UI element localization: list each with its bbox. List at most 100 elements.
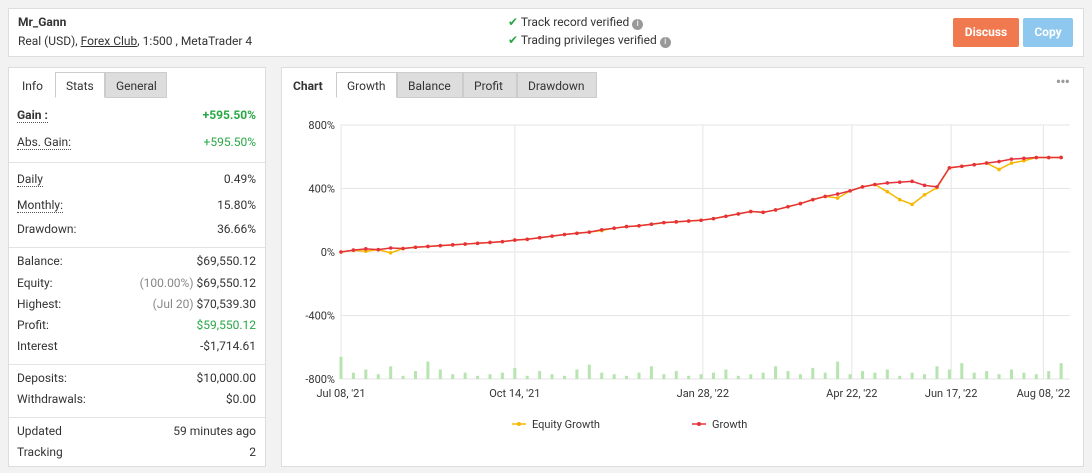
- y-tick-label: 0%: [321, 246, 335, 259]
- volume-bar: [761, 372, 765, 379]
- point: [922, 193, 927, 197]
- volume-bar: [513, 367, 517, 379]
- volume-bar: [612, 374, 616, 379]
- series-line: [340, 156, 1062, 254]
- info-icon[interactable]: i: [632, 19, 644, 30]
- point: [860, 185, 865, 189]
- info-icon[interactable]: i: [659, 37, 671, 48]
- stat-note: (Jul 20): [152, 297, 194, 311]
- point: [972, 162, 977, 167]
- point: [1059, 155, 1063, 160]
- separator: [9, 247, 265, 248]
- point: [1034, 155, 1039, 160]
- stat-value: 15.80%: [217, 198, 256, 212]
- stat-value: $10,000.00: [197, 371, 256, 385]
- volume-bar: [364, 369, 368, 379]
- volume-bar: [711, 372, 715, 379]
- stat-number: $69,550.12: [196, 276, 256, 290]
- volume-bar: [525, 375, 529, 379]
- volume-bar: [451, 374, 455, 379]
- volume-bar: [649, 366, 653, 379]
- x-tick-label: Apr 22, '22: [826, 387, 877, 400]
- point: [711, 216, 716, 221]
- tab[interactable]: Drawdown: [517, 72, 597, 98]
- point: [997, 167, 1001, 172]
- y-tick-label: -400%: [305, 310, 335, 323]
- point: [761, 210, 765, 215]
- point: [575, 231, 579, 236]
- stat-number: 36.66%: [217, 222, 256, 236]
- volume-bar: [960, 363, 964, 379]
- volume-bar: [898, 375, 902, 379]
- volume-bar: [699, 374, 703, 379]
- copy-button[interactable]: Copy: [1023, 18, 1073, 47]
- stat-value: 59 minutes ago: [173, 424, 256, 438]
- volume-bar: [376, 374, 380, 379]
- volume-bar: [798, 374, 802, 379]
- point: [1046, 155, 1051, 160]
- tab[interactable]: Profit: [463, 72, 517, 98]
- volume-bar: [823, 372, 827, 379]
- stat-note: (100.00%): [139, 276, 194, 290]
- stats-panel: Info Stats General Gain : +595.50% Abs. Gain:…: [8, 67, 266, 467]
- tab[interactable]: Chart: [282, 72, 336, 98]
- series-line: [340, 156, 1062, 253]
- stat-number: 15.80%: [217, 198, 256, 212]
- point: [364, 247, 368, 251]
- point: [513, 238, 517, 242]
- trader-name: Mr_Gann: [18, 15, 67, 29]
- x-tick-label: Jun 17, '22: [925, 387, 977, 400]
- tab[interactable]: General: [105, 72, 167, 98]
- verified-text: Trading privileges verified: [520, 33, 657, 47]
- tab[interactable]: Balance: [397, 72, 463, 98]
- point: [674, 220, 679, 224]
- stat-label: Equity:: [17, 276, 53, 290]
- volume-bar: [662, 374, 666, 379]
- legend-label: Equity Growth: [532, 418, 600, 431]
- volume-bar: [910, 372, 914, 379]
- volume-bar: [600, 372, 604, 379]
- y-tick-label: 800%: [308, 119, 335, 132]
- point: [562, 232, 567, 237]
- point: [835, 192, 840, 196]
- volume-bar: [562, 375, 566, 379]
- menu-dots[interactable]: •••: [1055, 72, 1070, 91]
- point: [848, 189, 852, 193]
- point: [773, 208, 778, 212]
- point: [786, 204, 790, 209]
- stat-label: Updated: [17, 424, 62, 438]
- volume-bar: [463, 372, 467, 379]
- volume-bar: [885, 369, 889, 379]
- point: [637, 224, 641, 228]
- legend-marker: [517, 422, 521, 426]
- volume-bar: [587, 364, 591, 379]
- stat-number: 59 minutes ago: [173, 424, 256, 438]
- volume-bar: [1059, 363, 1063, 379]
- discuss-button[interactable]: Discuss: [953, 18, 1019, 47]
- volume-bar: [923, 374, 927, 379]
- point: [662, 220, 666, 225]
- point: [426, 244, 430, 249]
- account-type: Real (USD),: [18, 34, 78, 48]
- x-tick-label: Oct 14, '21: [489, 387, 540, 400]
- account-details: , 1:500 , MetaTrader 4: [137, 34, 253, 48]
- stat-label: Profit:: [17, 318, 49, 332]
- point: [587, 230, 592, 234]
- point: [922, 183, 927, 188]
- separator: [9, 417, 265, 418]
- stat-value: 36.66%: [217, 222, 256, 236]
- volume-bar: [935, 366, 939, 379]
- tab[interactable]: Growth: [336, 72, 397, 98]
- tab[interactable]: Info: [11, 72, 55, 98]
- tab[interactable]: Stats: [55, 72, 105, 98]
- broker-link[interactable]: Forex Club: [80, 34, 138, 48]
- point: [686, 219, 691, 223]
- point: [724, 214, 728, 219]
- point: [624, 224, 629, 229]
- volume-bar: [637, 372, 641, 379]
- point: [550, 234, 554, 238]
- point: [984, 161, 989, 165]
- volume-bar: [401, 375, 405, 379]
- point: [388, 246, 393, 250]
- point: [1022, 156, 1026, 161]
